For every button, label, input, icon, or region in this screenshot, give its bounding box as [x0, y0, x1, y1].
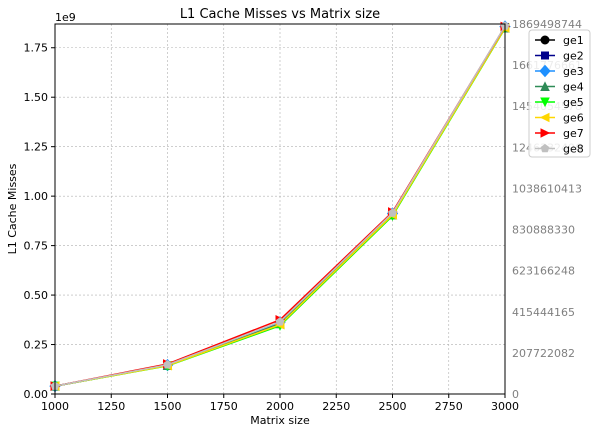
x-tick-label: 2500 — [379, 400, 407, 413]
legend-label: ge6 — [563, 112, 584, 125]
legend-marker — [540, 97, 550, 108]
data-point-ge8 — [275, 317, 285, 326]
x-tick-label: 1000 — [41, 400, 69, 413]
y-tick-label: 1.25 — [24, 141, 49, 154]
x-tick-label: 1500 — [154, 400, 182, 413]
legend-marker — [540, 81, 550, 91]
data-point-ge8 — [388, 208, 397, 217]
legend-label: ge5 — [563, 96, 584, 109]
y-tick-label: 0.50 — [24, 289, 49, 302]
series-ge6 — [49, 23, 510, 391]
legend-label: ge8 — [563, 143, 584, 156]
right-tick-label: 0 — [512, 388, 519, 401]
series-ge4 — [50, 22, 510, 391]
legend-label: ge3 — [563, 65, 584, 78]
x-tick-label: 2750 — [435, 400, 463, 413]
y-tick-label: 1.50 — [24, 91, 49, 104]
legend-marker — [540, 35, 550, 45]
y-tick-label: 1.00 — [24, 190, 49, 203]
y-tick-label: 0.75 — [24, 240, 49, 253]
legend-marker — [540, 143, 550, 153]
x-axis-label: Matrix size — [250, 414, 310, 427]
x-tick-label: 1750 — [210, 400, 238, 413]
chart-title: L1 Cache Misses vs Matrix size — [180, 7, 380, 22]
legend-marker — [539, 112, 550, 123]
x-tick-label: 2250 — [322, 400, 350, 413]
right-tick-label: 207722082 — [512, 347, 575, 360]
right-tick-label: 415444165 — [512, 306, 575, 319]
y-offset-label: 1e9 — [55, 11, 76, 24]
right-tick-label: 623166248 — [512, 265, 575, 278]
y-tick-label: 1.75 — [24, 42, 49, 55]
x-tick-label: 3000 — [491, 400, 519, 413]
legend-label: ge4 — [563, 81, 584, 94]
x-tick-label: 1250 — [97, 400, 125, 413]
right-tick-label: 1038610413 — [512, 182, 582, 195]
legend-label: ge1 — [563, 34, 584, 47]
legend-label: ge2 — [563, 50, 584, 63]
x-tick-label: 2000 — [266, 400, 294, 413]
legend-box — [528, 29, 591, 158]
series-ge2 — [51, 22, 509, 391]
legend-marker — [541, 51, 549, 60]
right-tick-label: 1869498744 — [512, 18, 582, 31]
legend-marker — [539, 64, 551, 78]
series-ge1 — [50, 22, 510, 391]
y-axis-label: L1 Cache Misses — [6, 163, 19, 254]
right-tick-label: 830888330 — [512, 224, 575, 237]
y-tick-label: 0.25 — [24, 339, 49, 352]
legend-marker — [540, 128, 551, 138]
legend-label: ge7 — [563, 127, 584, 140]
data-point-ge8 — [163, 360, 172, 369]
y-tick-label: 0.00 — [24, 388, 49, 401]
series-ge5 — [50, 23, 510, 392]
